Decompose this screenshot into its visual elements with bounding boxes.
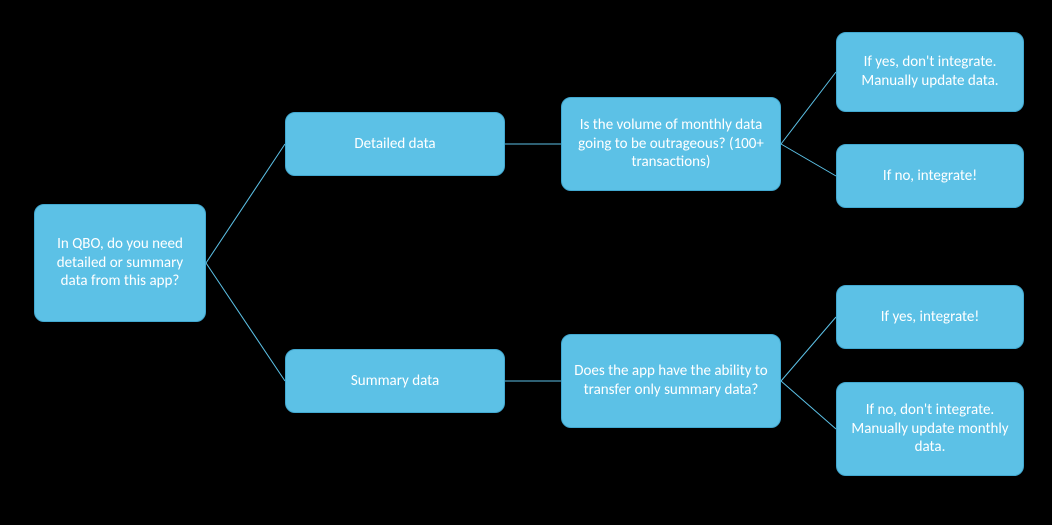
node-label: If yes, don't integrate. Manually update… (849, 53, 1011, 91)
node-label: Does the app have the ability to transfe… (574, 362, 768, 400)
node-det: Detailed data (285, 112, 505, 176)
node-label: In QBO, do you need detailed or summary … (47, 235, 193, 291)
node-sum_yes: If yes, integrate! (836, 285, 1024, 349)
node-label: If no, integrate! (883, 167, 977, 186)
edge-sumq-sum_yes (781, 317, 836, 381)
node-root: In QBO, do you need detailed or summary … (34, 204, 206, 322)
edge-sumq-sum_no (781, 381, 836, 429)
node-det_yes: If yes, don't integrate. Manually update… (836, 32, 1024, 112)
node-label: If no, don't integrate. Manually update … (849, 401, 1011, 457)
edge-root-det (206, 144, 285, 263)
node-label: If yes, integrate! (881, 308, 980, 327)
node-label: Is the volume of monthly data going to b… (574, 116, 768, 172)
edge-detq-det_yes (781, 72, 836, 144)
node-sumq: Does the app have the ability to transfe… (561, 334, 781, 428)
node-label: Summary data (351, 372, 439, 391)
node-label: Detailed data (354, 135, 435, 154)
edge-root-sum (206, 263, 285, 381)
node-detq: Is the volume of monthly data going to b… (561, 97, 781, 191)
edge-detq-det_no (781, 144, 836, 176)
node-sum_no: If no, don't integrate. Manually update … (836, 382, 1024, 476)
node-sum: Summary data (285, 349, 505, 413)
node-det_no: If no, integrate! (836, 144, 1024, 208)
